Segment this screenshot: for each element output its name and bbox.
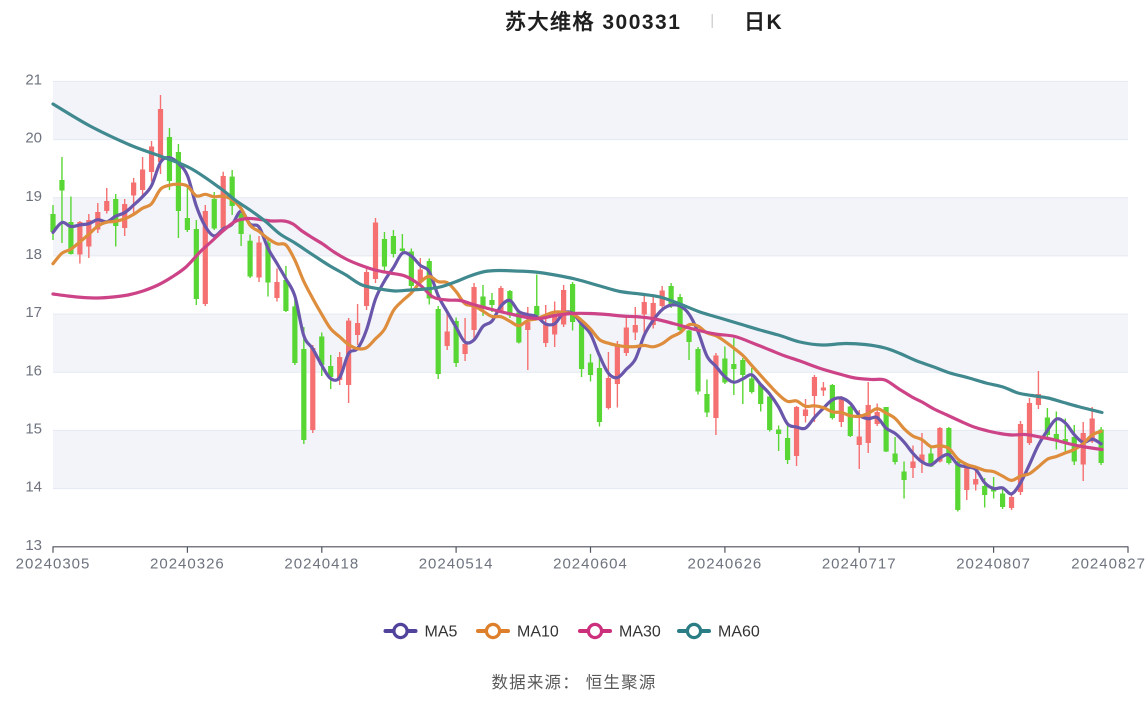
svg-text:20240717: 20240717 [822,556,897,573]
svg-text:20240326: 20240326 [150,556,225,573]
svg-text:20240305: 20240305 [16,556,91,573]
svg-text:20: 20 [25,130,42,147]
svg-text:MA60: MA60 [718,624,760,641]
svg-text:17: 17 [25,304,42,321]
svg-text:15: 15 [25,420,42,437]
svg-text:13: 13 [25,537,42,554]
svg-text:19: 19 [25,188,42,205]
svg-text:18: 18 [25,246,42,263]
svg-text:MA10: MA10 [517,624,559,641]
svg-text:16: 16 [25,362,42,379]
svg-text:20240604: 20240604 [553,556,628,573]
svg-text:14: 14 [25,479,42,496]
svg-text:日K: 日K [744,11,783,34]
svg-text:20240418: 20240418 [284,556,359,573]
svg-text:20240626: 20240626 [688,556,763,573]
svg-text:MA5: MA5 [425,624,458,641]
svg-text:20240827: 20240827 [1071,556,1146,573]
svg-text:20240807: 20240807 [956,556,1031,573]
svg-text:21: 21 [25,71,42,88]
svg-text:数据来源： 恒生聚源: 数据来源： 恒生聚源 [491,673,656,692]
svg-text:苏大维格 300331: 苏大维格 300331 [505,10,681,34]
svg-text:20240514: 20240514 [419,556,494,573]
svg-text:MA30: MA30 [619,624,661,641]
